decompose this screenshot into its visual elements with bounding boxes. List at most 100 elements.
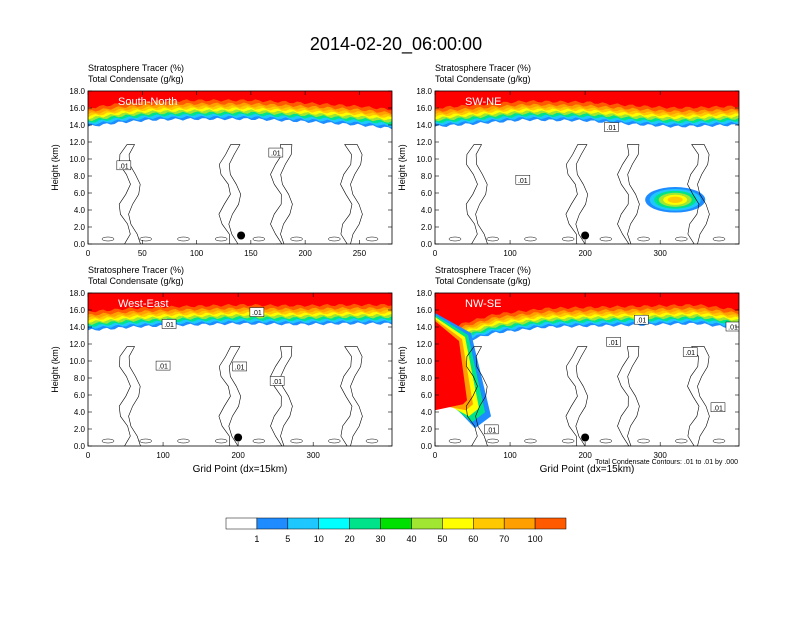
y-tick-label: 10.0 [69, 155, 85, 164]
condensate-contour [486, 236, 499, 242]
contour-label: .01 [272, 379, 282, 386]
panel-header-tracer: Stratosphere Tracer (%) [88, 265, 184, 275]
condensate-contour [637, 236, 650, 242]
y-tick-label: 6.0 [74, 189, 86, 198]
contour-label: .01 [609, 340, 619, 347]
contour-label-box [269, 376, 285, 386]
y-tick-label: 6.0 [421, 391, 433, 400]
x-tick-label: 0 [86, 249, 91, 258]
tracer-band [88, 293, 392, 313]
x-tick-label: 300 [654, 451, 668, 460]
condensate-contour [675, 438, 688, 444]
y-tick-label: 0.0 [421, 442, 433, 451]
condensate-contour [270, 346, 293, 446]
contour-label: .01 [164, 322, 174, 329]
y-tick-label: 14.0 [69, 323, 85, 332]
condensate-contour [561, 438, 575, 444]
plot-area: .01 .01 .01 .01 .01 .01 [435, 293, 739, 446]
x-tick-label: 0 [86, 451, 91, 460]
y-axis-label: Height (km) [397, 144, 407, 191]
panel-1: Stratosphere Tracer (%)Total Condensate … [50, 63, 393, 258]
contour-label-box [155, 360, 171, 371]
colorbar-label: 100 [528, 534, 543, 544]
condensate-contour [365, 438, 379, 444]
colorbar-box [225, 517, 258, 530]
x-tick-label: 200 [298, 249, 312, 258]
condensate-contour [448, 438, 462, 444]
x-axis-label: Grid Point (dx=15km) [193, 464, 288, 475]
panel-label: NW-SE [465, 298, 501, 310]
panel-header-tracer: Stratosphere Tracer (%) [435, 63, 531, 73]
contour-label: .01 [607, 125, 617, 132]
contour-label: .01 [637, 318, 647, 325]
condensate-contour [340, 144, 363, 244]
condensate-contour [290, 236, 303, 242]
x-tick-label: 200 [231, 451, 245, 460]
colorbar-label: 10 [314, 534, 324, 544]
contour-label-box [232, 361, 247, 372]
y-tick-label: 4.0 [74, 206, 86, 215]
panel-header-tracer: Stratosphere Tracer (%) [435, 265, 531, 275]
y-tick-label: 10.0 [416, 155, 432, 164]
y-tick-label: 6.0 [421, 189, 433, 198]
contour-label-box [606, 337, 621, 347]
y-tick-label: 16.0 [69, 306, 85, 315]
y-tick-label: 10.0 [69, 357, 85, 366]
condensate-contour [340, 346, 363, 446]
condensate-contour [252, 438, 266, 444]
contour-label-box [268, 147, 284, 158]
condensate-contour [139, 236, 152, 242]
x-tick-label: 200 [578, 249, 592, 258]
colorbar-label: 5 [285, 534, 290, 544]
y-tick-label: 18.0 [416, 87, 432, 96]
y-tick-label: 4.0 [421, 408, 433, 417]
y-axis-label: Height (km) [50, 346, 60, 393]
location-marker [581, 433, 590, 442]
y-tick-label: 14.0 [416, 323, 432, 332]
condensate-contour [118, 144, 141, 244]
contour-label-box [634, 314, 649, 325]
contour-label-box [161, 319, 177, 329]
y-tick-label: 16.0 [69, 104, 85, 113]
colorbar-box [287, 517, 319, 530]
x-tick-label: 100 [156, 451, 170, 460]
location-marker [237, 231, 246, 240]
colorbar-label: 60 [468, 534, 478, 544]
colorbar-box [318, 517, 350, 530]
condensate-contour [561, 236, 575, 242]
location-marker [234, 433, 243, 442]
condensate-contour [617, 346, 640, 446]
x-tick-label: 250 [353, 249, 367, 258]
contour-label: .01 [158, 364, 168, 371]
x-tick-label: 50 [138, 249, 147, 258]
condensate-contour [139, 438, 152, 444]
panels: Stratosphere Tracer (%)Total Condensate … [50, 63, 740, 475]
condensate-contour [177, 236, 190, 242]
colorbar-box [534, 517, 567, 530]
y-axis-label: Height (km) [50, 144, 60, 191]
plot-frame [87, 292, 393, 447]
colorbar-label: 30 [376, 534, 386, 544]
colorbar-label: 1 [254, 534, 259, 544]
panel-header-condensate: Total Condensate (g/kg) [435, 74, 531, 84]
contour-footnote: Total Condensate Contours: .01 to .01 by… [595, 459, 738, 466]
condensate-contour [118, 346, 141, 446]
contour-label: .01 [685, 350, 695, 357]
y-tick-label: 0.0 [74, 240, 86, 249]
contour-label-box [116, 160, 132, 171]
y-tick-label: 8.0 [74, 172, 86, 181]
colorbar-box [256, 517, 289, 530]
x-tick-label: 300 [307, 451, 321, 460]
colorbar-box [442, 517, 474, 530]
condensate-contour [218, 346, 242, 446]
plot-area: .01 .01 [88, 91, 392, 244]
y-tick-label: 16.0 [416, 306, 432, 315]
y-tick-label: 2.0 [74, 223, 86, 232]
y-tick-label: 18.0 [69, 289, 85, 298]
y-tick-label: 10.0 [416, 357, 432, 366]
y-tick-label: 18.0 [69, 87, 85, 96]
x-tick-label: 200 [578, 451, 592, 460]
condensate-contour [328, 236, 341, 242]
contour-label: .01 [235, 364, 245, 371]
